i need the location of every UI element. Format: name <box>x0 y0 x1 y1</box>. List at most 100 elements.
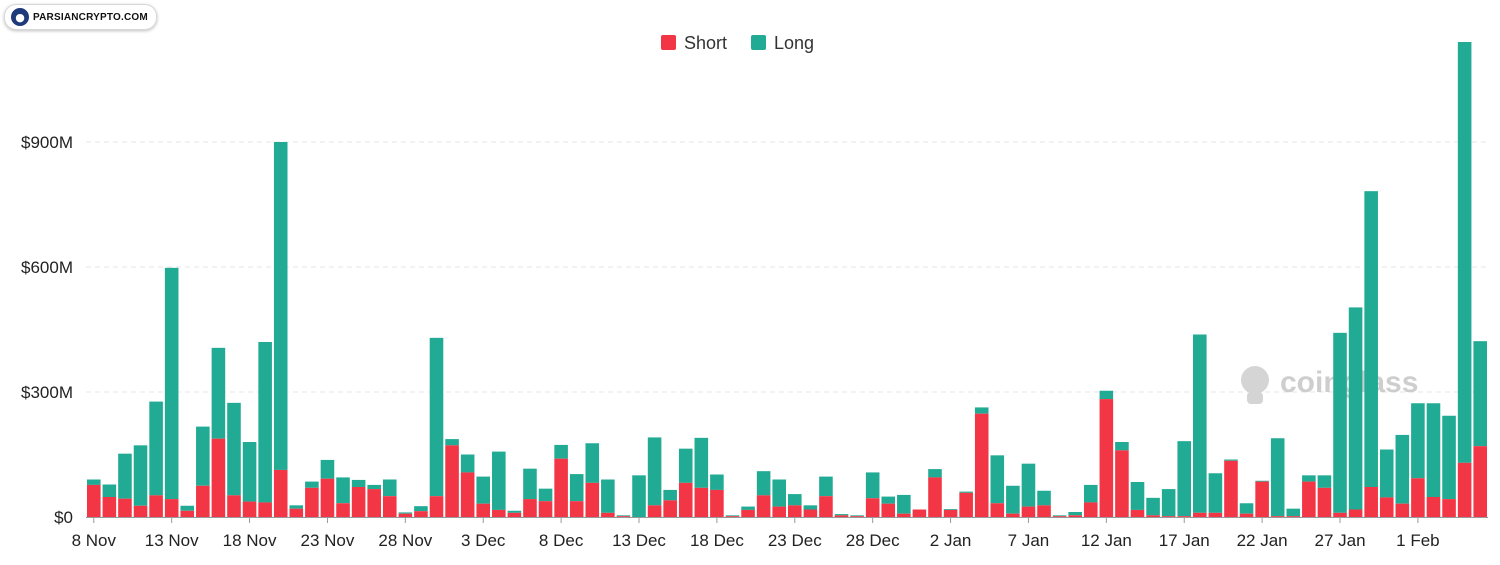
bar-long[interactable] <box>1193 334 1207 513</box>
bar-group[interactable] <box>102 484 117 518</box>
bar-group[interactable] <box>149 401 163 517</box>
bar-short[interactable] <box>990 503 1005 517</box>
bar-long[interactable] <box>367 484 381 490</box>
bar-group[interactable] <box>881 496 896 517</box>
bar-group[interactable] <box>382 479 397 518</box>
bar-long[interactable] <box>1411 403 1425 479</box>
bar-long[interactable] <box>1239 503 1254 514</box>
bar-group[interactable] <box>1457 42 1472 517</box>
bar-long[interactable] <box>445 439 459 446</box>
bar-short[interactable] <box>865 498 880 517</box>
bar-long[interactable] <box>382 479 397 497</box>
bar-group[interactable] <box>460 454 475 518</box>
bar-group[interactable] <box>1193 334 1207 518</box>
bar-long[interactable] <box>1037 490 1051 506</box>
bar-group[interactable] <box>1286 508 1301 517</box>
bar-group[interactable] <box>959 491 973 517</box>
bar-short[interactable] <box>834 515 849 517</box>
bar-long[interactable] <box>196 426 210 486</box>
bar-short[interactable] <box>1255 481 1269 517</box>
bar-group[interactable] <box>1426 403 1441 517</box>
bar-short[interactable] <box>196 485 210 517</box>
bar-group[interactable] <box>305 481 319 517</box>
bar-short[interactable] <box>133 505 148 517</box>
bar-group[interactable] <box>1130 482 1145 517</box>
bar-short[interactable] <box>1130 509 1145 517</box>
bar-long[interactable] <box>289 505 304 509</box>
bar-short[interactable] <box>819 496 833 517</box>
bar-group[interactable] <box>710 474 724 518</box>
bar-long[interactable] <box>1364 191 1378 487</box>
bar-short[interactable] <box>803 509 818 518</box>
bar-short[interactable] <box>616 516 631 517</box>
bar-short[interactable] <box>180 510 195 517</box>
bar-group[interactable] <box>1270 438 1285 517</box>
bar-group[interactable] <box>725 515 740 517</box>
bar-group[interactable] <box>741 506 755 517</box>
bar-group[interactable] <box>569 474 584 517</box>
bar-group[interactable] <box>663 489 677 517</box>
bar-long[interactable] <box>1052 515 1067 517</box>
bar-long[interactable] <box>897 494 911 514</box>
bar-long[interactable] <box>1333 332 1347 513</box>
bar-group[interactable] <box>1395 434 1410 517</box>
bar-long[interactable] <box>476 476 491 504</box>
bar-group[interactable] <box>398 512 413 517</box>
bar-group[interactable] <box>694 437 709 517</box>
bar-short[interactable] <box>850 516 864 517</box>
bar-group[interactable] <box>1052 515 1067 517</box>
bar-long[interactable] <box>834 514 849 516</box>
bar-long[interactable] <box>772 479 786 507</box>
bar-long[interactable] <box>1302 475 1316 482</box>
bar-short[interactable] <box>1161 516 1176 517</box>
bar-short[interactable] <box>788 505 802 517</box>
bar-long[interactable] <box>1130 482 1145 510</box>
bar-long[interactable] <box>507 510 522 513</box>
bar-long[interactable] <box>850 515 864 517</box>
bar-long[interactable] <box>1270 438 1285 517</box>
bar-short[interactable] <box>1270 516 1285 517</box>
bar-short[interactable] <box>725 516 740 517</box>
bar-long[interactable] <box>569 474 584 502</box>
bar-group[interactable] <box>507 510 522 517</box>
bar-long[interactable] <box>1161 489 1176 517</box>
bar-group[interactable] <box>585 443 600 517</box>
bar-short[interactable] <box>1426 497 1441 517</box>
bar-long[interactable] <box>990 455 1005 504</box>
bar-long[interactable] <box>1286 508 1301 517</box>
bar-short[interactable] <box>1457 462 1472 517</box>
bar-long[interactable] <box>336 477 350 504</box>
bar-group[interactable] <box>974 407 989 517</box>
bar-long[interactable] <box>741 506 755 510</box>
bar-group[interactable] <box>87 479 101 518</box>
bar-short[interactable] <box>1037 505 1051 517</box>
bar-long[interactable] <box>492 451 506 510</box>
bar-long[interactable] <box>725 515 740 517</box>
bar-group[interactable] <box>164 267 179 517</box>
bar-short[interactable] <box>1083 502 1098 517</box>
bar-group[interactable] <box>133 445 148 517</box>
bar-short[interactable] <box>429 496 444 517</box>
bar-short[interactable] <box>959 492 973 517</box>
bar-short[interactable] <box>414 511 428 517</box>
bar-long[interactable] <box>538 488 553 502</box>
bar-group[interactable] <box>476 476 491 517</box>
bar-short[interactable] <box>1052 516 1067 517</box>
bar-group[interactable] <box>289 505 304 517</box>
bar-short[interactable] <box>1333 512 1347 517</box>
bar-group[interactable] <box>320 459 335 517</box>
bar-short[interactable] <box>211 438 226 517</box>
bar-long[interactable] <box>351 479 366 487</box>
bar-group[interactable] <box>1099 390 1114 517</box>
bar-short[interactable] <box>476 503 491 517</box>
bar-short[interactable] <box>227 495 241 517</box>
bar-group[interactable] <box>1224 459 1238 518</box>
bar-group[interactable] <box>678 448 693 517</box>
bar-short[interactable] <box>351 487 366 517</box>
bar-short[interactable] <box>694 487 709 517</box>
bar-short[interactable] <box>1411 478 1425 517</box>
bar-short[interactable] <box>273 469 288 517</box>
bar-group[interactable] <box>429 337 444 517</box>
bar-group[interactable] <box>1239 503 1254 517</box>
bar-short[interactable] <box>242 501 257 517</box>
